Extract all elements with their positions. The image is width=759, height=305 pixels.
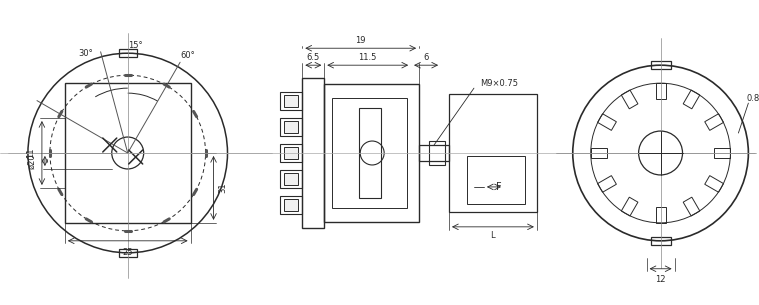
Bar: [65, 83, 191, 223]
Bar: [705, 176, 723, 192]
Bar: [683, 197, 700, 216]
Text: 19: 19: [355, 36, 366, 45]
Text: 12: 12: [655, 275, 666, 284]
Text: 6.5: 6.5: [307, 53, 320, 62]
Text: 31: 31: [218, 183, 227, 193]
Bar: [419, 145, 449, 161]
Bar: [302, 78, 324, 228]
Bar: [332, 98, 407, 208]
Bar: [280, 118, 302, 136]
Bar: [280, 144, 302, 162]
Bar: [622, 90, 638, 109]
Bar: [449, 94, 537, 212]
Bar: [467, 156, 525, 204]
Bar: [597, 176, 616, 192]
Text: F: F: [496, 182, 502, 192]
Text: 60°: 60°: [180, 51, 195, 60]
Bar: [285, 147, 298, 159]
Text: 0.8: 0.8: [747, 94, 759, 102]
Bar: [622, 197, 638, 216]
Bar: [650, 237, 670, 245]
Text: 25: 25: [122, 248, 133, 257]
Bar: [359, 108, 381, 198]
Text: 30°: 30°: [78, 49, 93, 58]
Bar: [280, 92, 302, 110]
Text: ø20: ø20: [27, 153, 36, 169]
Text: L: L: [490, 231, 495, 240]
Text: 11.5: 11.5: [358, 53, 377, 62]
Bar: [118, 49, 137, 57]
Bar: [705, 114, 723, 130]
Text: 6: 6: [424, 53, 429, 62]
Bar: [285, 199, 298, 211]
Bar: [285, 121, 298, 133]
Bar: [591, 148, 606, 158]
Bar: [683, 90, 700, 109]
Bar: [597, 114, 616, 130]
Bar: [714, 148, 730, 158]
Text: 11: 11: [27, 148, 36, 158]
Bar: [429, 141, 445, 165]
Bar: [285, 95, 298, 107]
Text: M9×0.75: M9×0.75: [480, 79, 518, 88]
Bar: [280, 196, 302, 214]
Bar: [280, 170, 302, 188]
Bar: [650, 61, 670, 69]
Bar: [656, 83, 666, 99]
Bar: [656, 207, 666, 223]
Bar: [285, 173, 298, 185]
Text: 15°: 15°: [128, 41, 143, 50]
Bar: [118, 249, 137, 257]
Bar: [324, 84, 419, 222]
